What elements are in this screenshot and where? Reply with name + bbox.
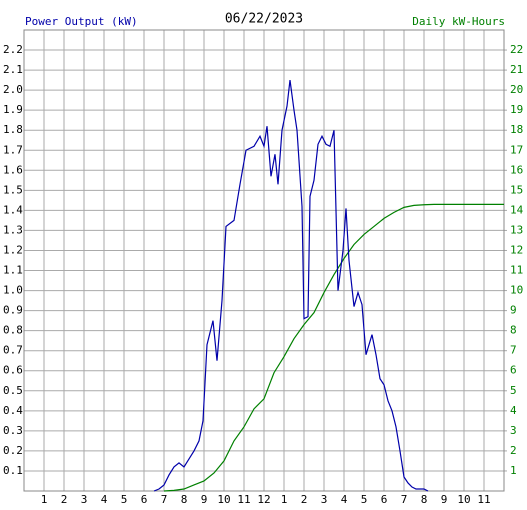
x-tick-label: 5	[361, 493, 368, 506]
y2-tick-label: 8	[510, 324, 517, 337]
y-tick-label: 1.0	[3, 284, 23, 297]
x-tick-label: 8	[421, 493, 428, 506]
y2-tick-label: 15	[510, 183, 523, 196]
y2-tick-label: 12	[510, 243, 523, 256]
y2-tick-label: 1	[510, 464, 517, 477]
x-tick-label: 2	[301, 493, 308, 506]
y2-tick-label: 11	[510, 264, 523, 277]
y2-tick-label: 3	[510, 424, 517, 437]
x-tick-label: 1	[281, 493, 288, 506]
y2-tick-label: 7	[510, 344, 517, 357]
x-tick-label: 11	[237, 493, 250, 506]
x-tick-label: 11	[477, 493, 490, 506]
y-tick-label: 0.7	[3, 344, 23, 357]
y-tick-label: 1.2	[3, 243, 23, 256]
y-tick-label: 0.4	[3, 404, 23, 417]
y2-tick-label: 5	[510, 384, 517, 397]
x-tick-label: 3	[321, 493, 328, 506]
x-tick-label: 7	[161, 493, 168, 506]
y2-tick-label: 13	[510, 223, 523, 236]
y2-tick-label: 16	[510, 163, 523, 176]
series-line	[163, 203, 504, 492]
y-tick-label: 1.8	[3, 123, 23, 136]
y-tick-label: 1.3	[3, 223, 23, 236]
y-tick-label: 0.5	[3, 384, 23, 397]
y-tick-label: 1.9	[3, 103, 23, 116]
y2-tick-label: 17	[510, 143, 523, 156]
x-tick-label: 3	[81, 493, 88, 506]
y2-axis-label: Daily kW-Hours	[412, 15, 505, 28]
x-tick-label: 4	[101, 493, 108, 506]
x-tick-label: 8	[181, 493, 188, 506]
y-tick-label: 0.6	[3, 364, 23, 377]
x-tick-label: 5	[121, 493, 128, 506]
y-tick-label: 2.0	[3, 83, 23, 96]
y-tick-label: 1.6	[3, 163, 23, 176]
y2-tick-label: 20	[510, 83, 523, 96]
x-tick-label: 10	[457, 493, 470, 506]
y2-tick-label: 21	[510, 63, 523, 76]
y2-tick-label: 14	[510, 203, 524, 216]
y-tick-label: 1.4	[3, 203, 23, 216]
plot-border	[23, 29, 505, 492]
y-tick-label: 0.2	[3, 444, 23, 457]
y-tick-label: 0.9	[3, 304, 23, 317]
y-tick-label: 2.2	[3, 43, 23, 56]
y2-tick-label: 9	[510, 304, 517, 317]
series-line	[153, 80, 429, 492]
x-tick-label: 9	[201, 493, 208, 506]
x-tick-label: 6	[141, 493, 148, 506]
chart-title: 06/22/2023	[225, 12, 303, 27]
y2-tick-label: 19	[510, 103, 523, 116]
x-tick-label: 10	[217, 493, 230, 506]
x-tick-label: 7	[401, 493, 408, 506]
y2-tick-label: 2	[510, 444, 517, 457]
y2-tick-label: 6	[510, 364, 517, 377]
y-tick-label: 1.7	[3, 143, 23, 156]
y-tick-label: 2.1	[3, 63, 23, 76]
y-tick-label: 0.3	[3, 424, 23, 437]
y2-tick-label: 22	[510, 43, 523, 56]
x-tick-label: 2	[61, 493, 68, 506]
x-tick-label: 4	[341, 493, 348, 506]
x-tick-label: 6	[381, 493, 388, 506]
y-tick-label: 1.5	[3, 183, 23, 196]
y2-tick-label: 10	[510, 284, 523, 297]
y-axis-label: Power Output (kW)	[25, 15, 138, 28]
y2-tick-label: 4	[510, 404, 517, 417]
x-tick-label: 1	[41, 493, 48, 506]
y-tick-label: 0.8	[3, 324, 23, 337]
y-tick-label: 0.1	[3, 464, 23, 477]
y-tick-label: 1.1	[3, 264, 23, 277]
x-tick-label: 9	[441, 493, 448, 506]
y2-tick-label: 18	[510, 123, 523, 136]
x-tick-label: 12	[257, 493, 270, 506]
